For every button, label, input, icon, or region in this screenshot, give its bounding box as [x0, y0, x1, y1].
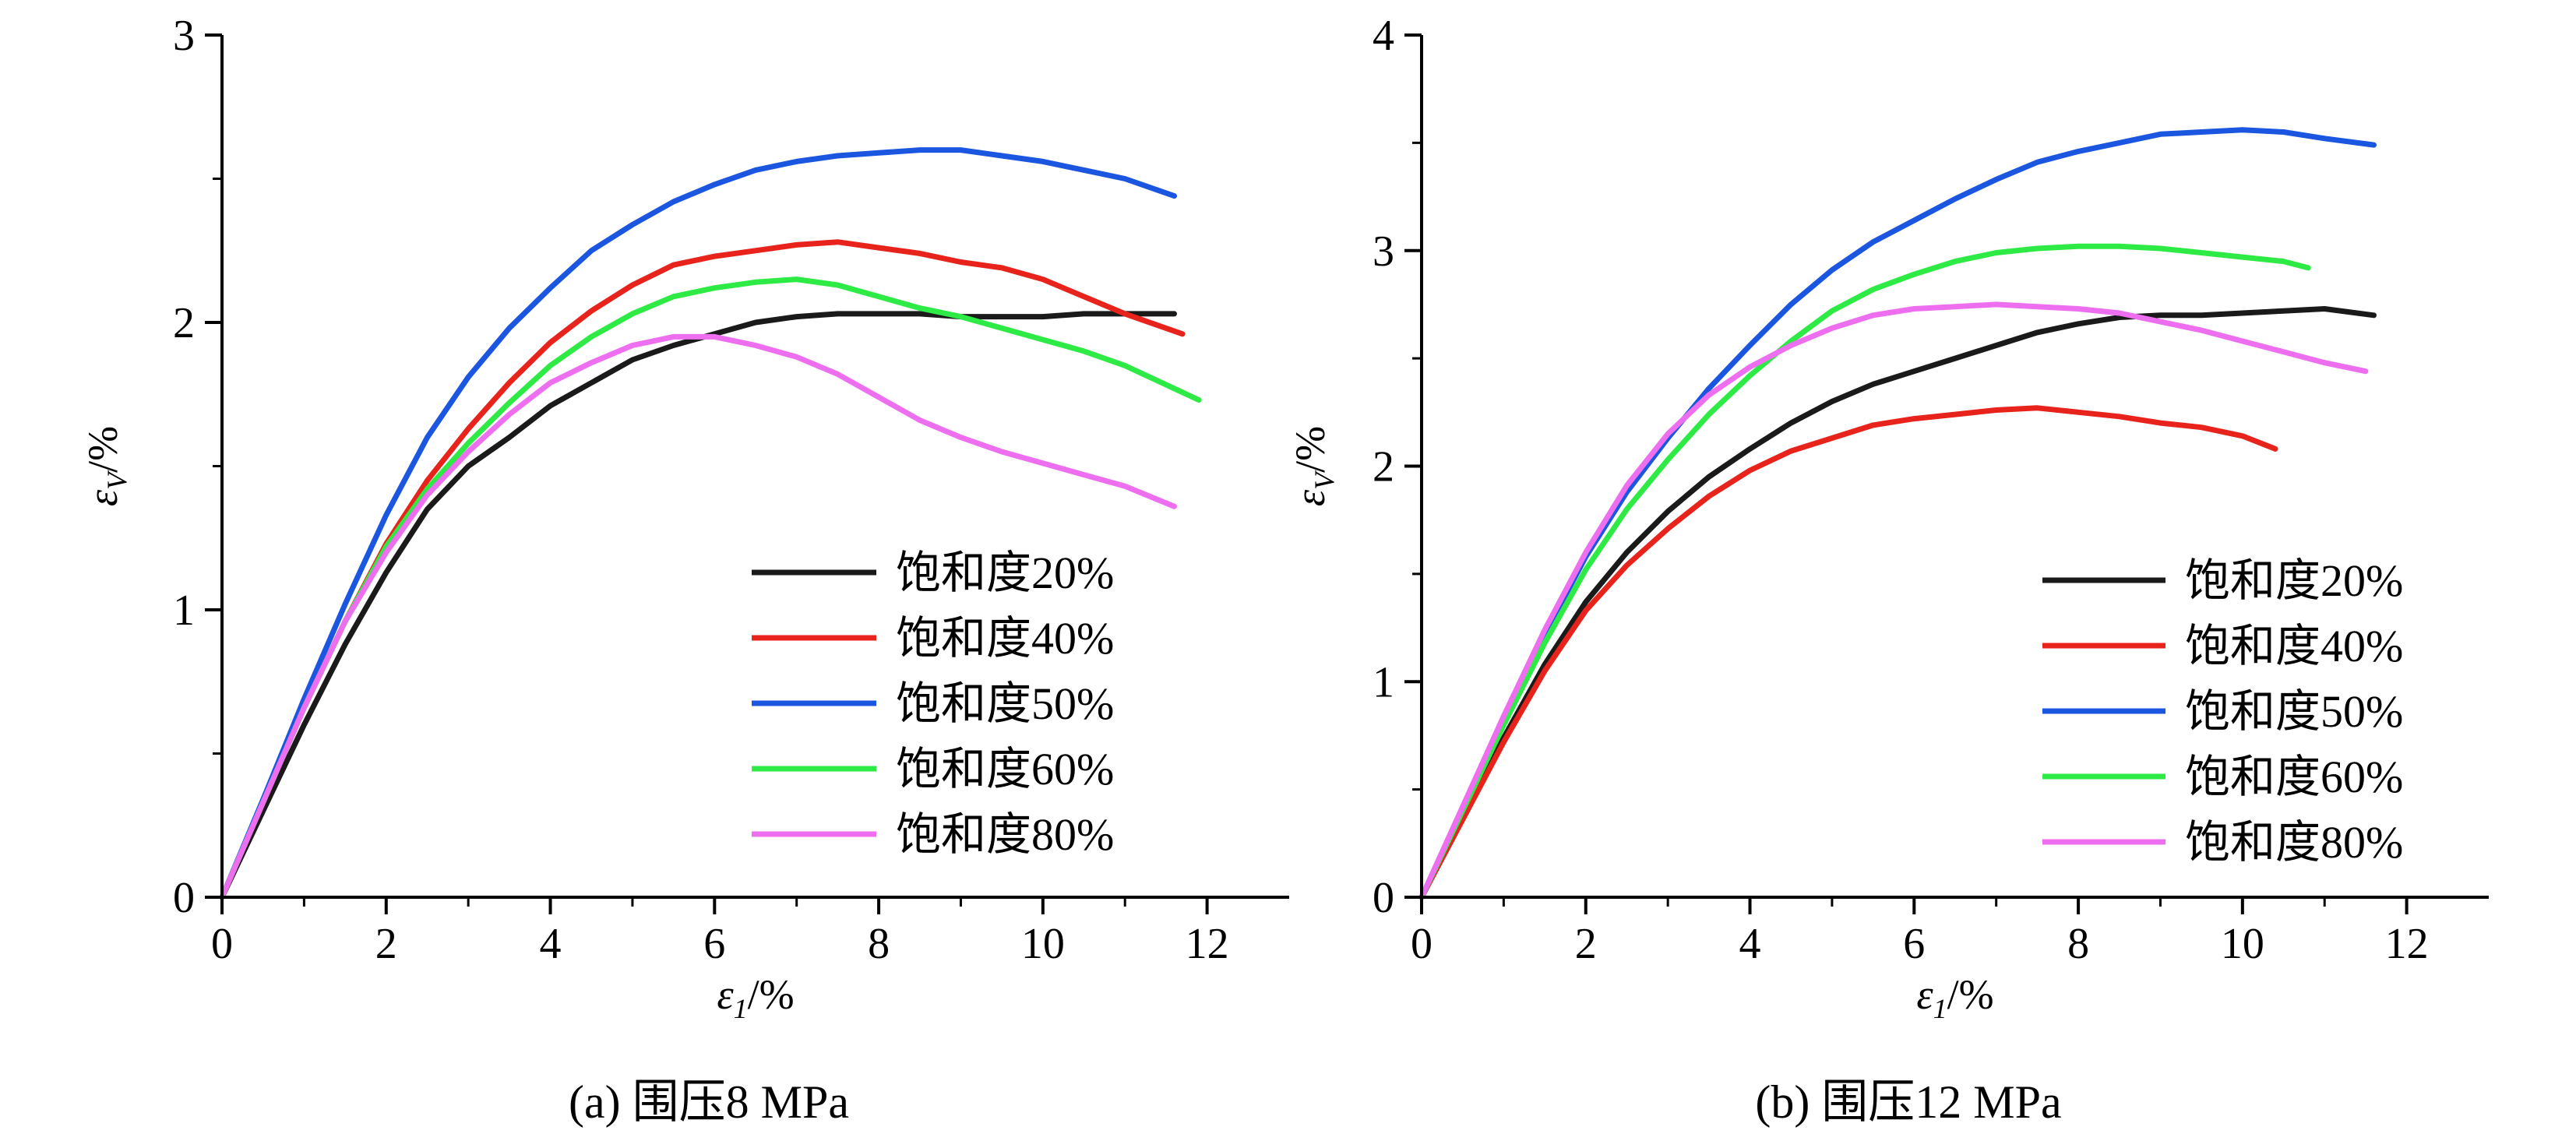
- legend: 饱和度20% 饱和度40% 饱和度50% 饱和度60% 饱和度80%: [2042, 555, 2403, 868]
- y-axis-title-main: ε: [1287, 489, 1334, 506]
- x-axis-title-sub: 1: [1933, 993, 1947, 1024]
- legend-label: 饱和度80%: [896, 809, 1114, 860]
- series-line: [1418, 243, 2311, 900]
- legend-label: 饱和度40%: [896, 613, 1114, 664]
- chart-caption: (b) 围压12 MPa: [1755, 1076, 2061, 1128]
- legend-label: 饱和度20%: [2185, 555, 2403, 606]
- x-axis-title-sub: 1: [734, 993, 748, 1024]
- y-axis-title-unit: /%: [1287, 426, 1334, 473]
- x-tick-label: 6: [1903, 920, 1925, 968]
- x-tick-label: 10: [1021, 920, 1065, 968]
- y-tick-label: 0: [1373, 874, 1394, 922]
- x-tick-label: 2: [375, 920, 397, 968]
- y-tick-label: 3: [1373, 227, 1394, 276]
- x-tick-label: 2: [1575, 920, 1597, 968]
- legend-label: 饱和度40%: [2185, 621, 2403, 671]
- series-line: [1418, 405, 2278, 900]
- y-tick-label: 3: [173, 12, 195, 60]
- x-tick-label: 8: [2067, 920, 2089, 968]
- series-line: [219, 311, 1177, 900]
- legend: 饱和度20% 饱和度40% 饱和度50% 饱和度60% 饱和度80%: [752, 548, 1114, 860]
- y-axis-title: εV/%: [1287, 426, 1340, 506]
- x-axis-title: ε1/%: [1916, 971, 1993, 1024]
- x-tick-label: 8: [868, 920, 890, 968]
- x-tick-label: 4: [1739, 920, 1761, 968]
- legend-label: 饱和度50%: [2185, 686, 2403, 737]
- y-tick-label: 0: [173, 874, 195, 922]
- series-layer: [1418, 127, 2377, 900]
- x-tick-label: 0: [1411, 920, 1432, 968]
- x-axis-title: ε1/%: [717, 971, 794, 1024]
- y-tick-label: 2: [1373, 443, 1394, 491]
- x-tick-label: 10: [2221, 920, 2264, 968]
- x-axis-title-main: ε: [1916, 971, 1933, 1018]
- series-line: [1418, 301, 2369, 900]
- legend-label: 饱和度60%: [896, 744, 1114, 794]
- y-tick-label: 4: [1373, 12, 1394, 60]
- x-axis-title-main: ε: [717, 971, 734, 1018]
- x-tick-label: 12: [2385, 920, 2429, 968]
- series-line: [219, 333, 1177, 900]
- x-axis-title-unit: /%: [1947, 971, 1994, 1018]
- x-tick-label: 0: [211, 920, 233, 968]
- legend-label: 饱和度80%: [2185, 817, 2403, 868]
- series-line: [1418, 306, 2377, 900]
- y-axis-title-sub: V: [1309, 470, 1340, 490]
- y-axis-title-unit: /%: [79, 426, 126, 473]
- x-tick-label: 6: [703, 920, 725, 968]
- x-tick-label: 4: [540, 920, 562, 968]
- y-tick-label: 2: [173, 299, 195, 347]
- chart-caption: (a) 围压8 MPa: [569, 1076, 849, 1128]
- series-layer: [219, 147, 1202, 900]
- legend-label: 饱和度50%: [896, 678, 1114, 729]
- x-tick-label: 12: [1186, 920, 1229, 968]
- legend-label: 饱和度60%: [2185, 752, 2403, 802]
- y-axis-title: εV/%: [79, 426, 132, 506]
- y-axis-title-main: ε: [79, 489, 126, 506]
- series-line: [219, 147, 1177, 900]
- y-axis-title-sub: V: [101, 470, 132, 490]
- y-tick-label: 1: [1373, 658, 1394, 706]
- legend-label: 饱和度20%: [896, 548, 1114, 598]
- x-axis-title-unit: /%: [748, 971, 795, 1018]
- y-tick-label: 1: [173, 586, 195, 635]
